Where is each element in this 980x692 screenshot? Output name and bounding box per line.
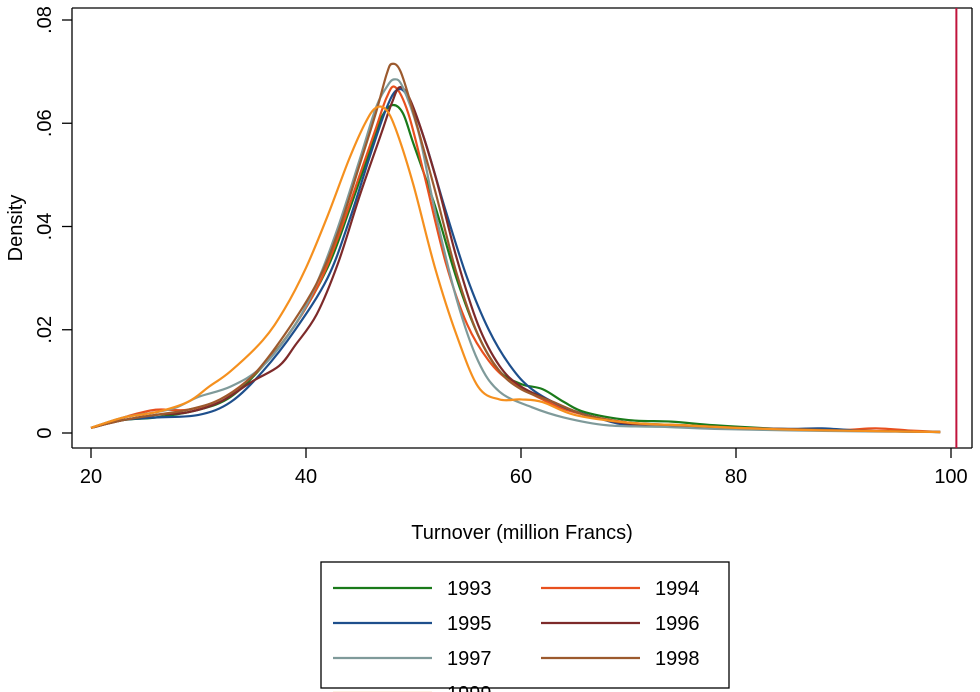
x-tick-label: 80: [725, 466, 747, 488]
x-axis-title: Turnover (million Francs): [411, 522, 633, 544]
legend-label-1997: 1997: [447, 648, 492, 670]
legend-box: [320, 561, 730, 689]
legend-label-1998: 1998: [655, 648, 700, 670]
x-tick-label: 40: [295, 466, 317, 488]
y-axis-title: Density: [5, 195, 27, 262]
series-line-1998: [90, 62, 941, 434]
y-tick-label: .06: [34, 109, 56, 137]
y-tick-label: 0: [34, 427, 56, 438]
y-tick-label: .02: [34, 316, 56, 344]
legend-label-1993: 1993: [447, 578, 492, 600]
x-axis-ticks: 20 40 60 80 100: [80, 448, 968, 488]
plot-area: 20 40 60 80 100 0 .02 .04 .06 .08: [34, 6, 973, 488]
y-tick-label: .04: [34, 213, 56, 241]
y-axis-ticks: 0 .02 .04 .06 .08: [34, 6, 72, 439]
legend-label-1995: 1995: [447, 613, 492, 635]
legend-label-1999: 1999: [447, 683, 492, 692]
x-tick-label: 60: [510, 466, 532, 488]
legend: 1993 1994 1995 1996 1997 1998 1999: [320, 561, 730, 692]
y-tick-label: .08: [34, 6, 56, 34]
legend-items: 1993 1994 1995 1996 1997 1998 1999: [333, 578, 700, 692]
x-tick-label: 20: [80, 466, 102, 488]
x-tick-label: 100: [934, 466, 967, 488]
series-line-1997: [90, 78, 941, 434]
series-lines: [90, 62, 941, 434]
legend-label-1996: 1996: [655, 613, 700, 635]
legend-label-1994: 1994: [655, 578, 700, 600]
series-line-1999: [90, 105, 941, 434]
